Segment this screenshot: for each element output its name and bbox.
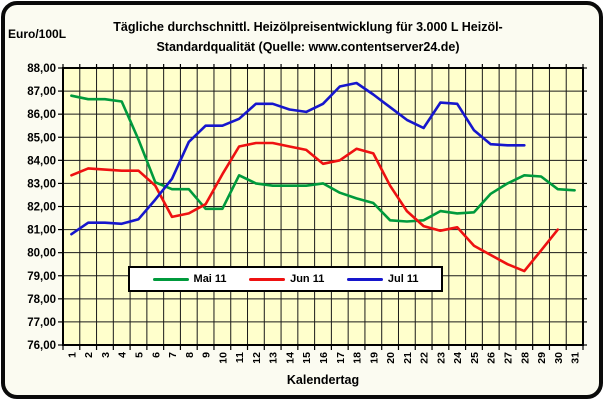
svg-text:12: 12 xyxy=(251,352,263,364)
svg-text:84,00: 84,00 xyxy=(27,155,56,167)
legend-item-jul: Jul 11 xyxy=(346,273,419,285)
svg-text:6: 6 xyxy=(150,352,162,358)
svg-text:80,00: 80,00 xyxy=(27,248,56,260)
svg-text:88,00: 88,00 xyxy=(27,63,56,75)
svg-text:23: 23 xyxy=(435,352,447,364)
svg-text:82,00: 82,00 xyxy=(27,202,56,214)
legend-label-jun: Jun 11 xyxy=(290,273,325,285)
chart-title-line1: Tägliche durchschnittl. Heizölpreisentwi… xyxy=(113,20,503,34)
svg-text:5: 5 xyxy=(133,352,145,358)
svg-text:19: 19 xyxy=(368,352,380,364)
legend: Mai 11 Jun 11 Jul 11 xyxy=(128,266,443,292)
svg-text:20: 20 xyxy=(385,352,397,364)
svg-text:83,00: 83,00 xyxy=(27,178,56,190)
legend-line-icon-jul xyxy=(346,277,383,281)
chart-title: Tägliche durchschnittl. Heizölpreisentwi… xyxy=(72,17,544,57)
svg-text:9: 9 xyxy=(201,352,213,358)
svg-text:15: 15 xyxy=(301,352,313,364)
svg-text:13: 13 xyxy=(268,352,280,364)
svg-text:87,00: 87,00 xyxy=(27,86,56,98)
legend-line-icon-mai xyxy=(152,277,189,281)
svg-text:1: 1 xyxy=(66,352,78,358)
svg-text:85,00: 85,00 xyxy=(27,132,56,144)
svg-text:31: 31 xyxy=(570,352,582,364)
svg-text:26: 26 xyxy=(486,352,498,364)
svg-text:3: 3 xyxy=(100,352,112,358)
svg-text:11: 11 xyxy=(234,352,246,363)
svg-text:30: 30 xyxy=(553,352,565,364)
svg-text:10: 10 xyxy=(217,352,229,364)
svg-text:81,00: 81,00 xyxy=(27,225,56,237)
svg-text:27: 27 xyxy=(503,352,515,364)
svg-text:29: 29 xyxy=(536,352,548,364)
svg-text:77,00: 77,00 xyxy=(27,317,56,329)
svg-text:76,00: 76,00 xyxy=(27,340,56,352)
legend-label-mai: Mai 11 xyxy=(193,273,227,285)
svg-text:2: 2 xyxy=(83,352,95,358)
svg-text:28: 28 xyxy=(519,352,531,364)
legend-line-icon-jun xyxy=(249,277,286,281)
svg-text:78,00: 78,00 xyxy=(27,294,56,306)
svg-text:21: 21 xyxy=(402,352,414,364)
svg-text:24: 24 xyxy=(452,352,464,364)
yaxis-unit-label: Euro/100L xyxy=(8,27,67,41)
legend-item-jun: Jun 11 xyxy=(249,273,324,285)
svg-text:4: 4 xyxy=(117,352,129,358)
svg-text:79,00: 79,00 xyxy=(27,271,56,283)
svg-text:7: 7 xyxy=(167,352,179,358)
chart-title-line2: Standardqualität (Quelle: www.contentser… xyxy=(156,40,460,54)
svg-text:14: 14 xyxy=(284,352,296,364)
legend-item-mai: Mai 11 xyxy=(152,273,227,285)
svg-text:8: 8 xyxy=(184,352,196,358)
svg-text:16: 16 xyxy=(318,352,330,364)
svg-text:25: 25 xyxy=(469,352,481,364)
xaxis-title: Kalendertag xyxy=(286,373,360,387)
svg-text:18: 18 xyxy=(352,352,364,364)
legend-label-jul: Jul 11 xyxy=(387,273,419,285)
svg-text:86,00: 86,00 xyxy=(27,109,56,121)
svg-text:22: 22 xyxy=(419,352,431,364)
svg-text:17: 17 xyxy=(335,352,347,364)
